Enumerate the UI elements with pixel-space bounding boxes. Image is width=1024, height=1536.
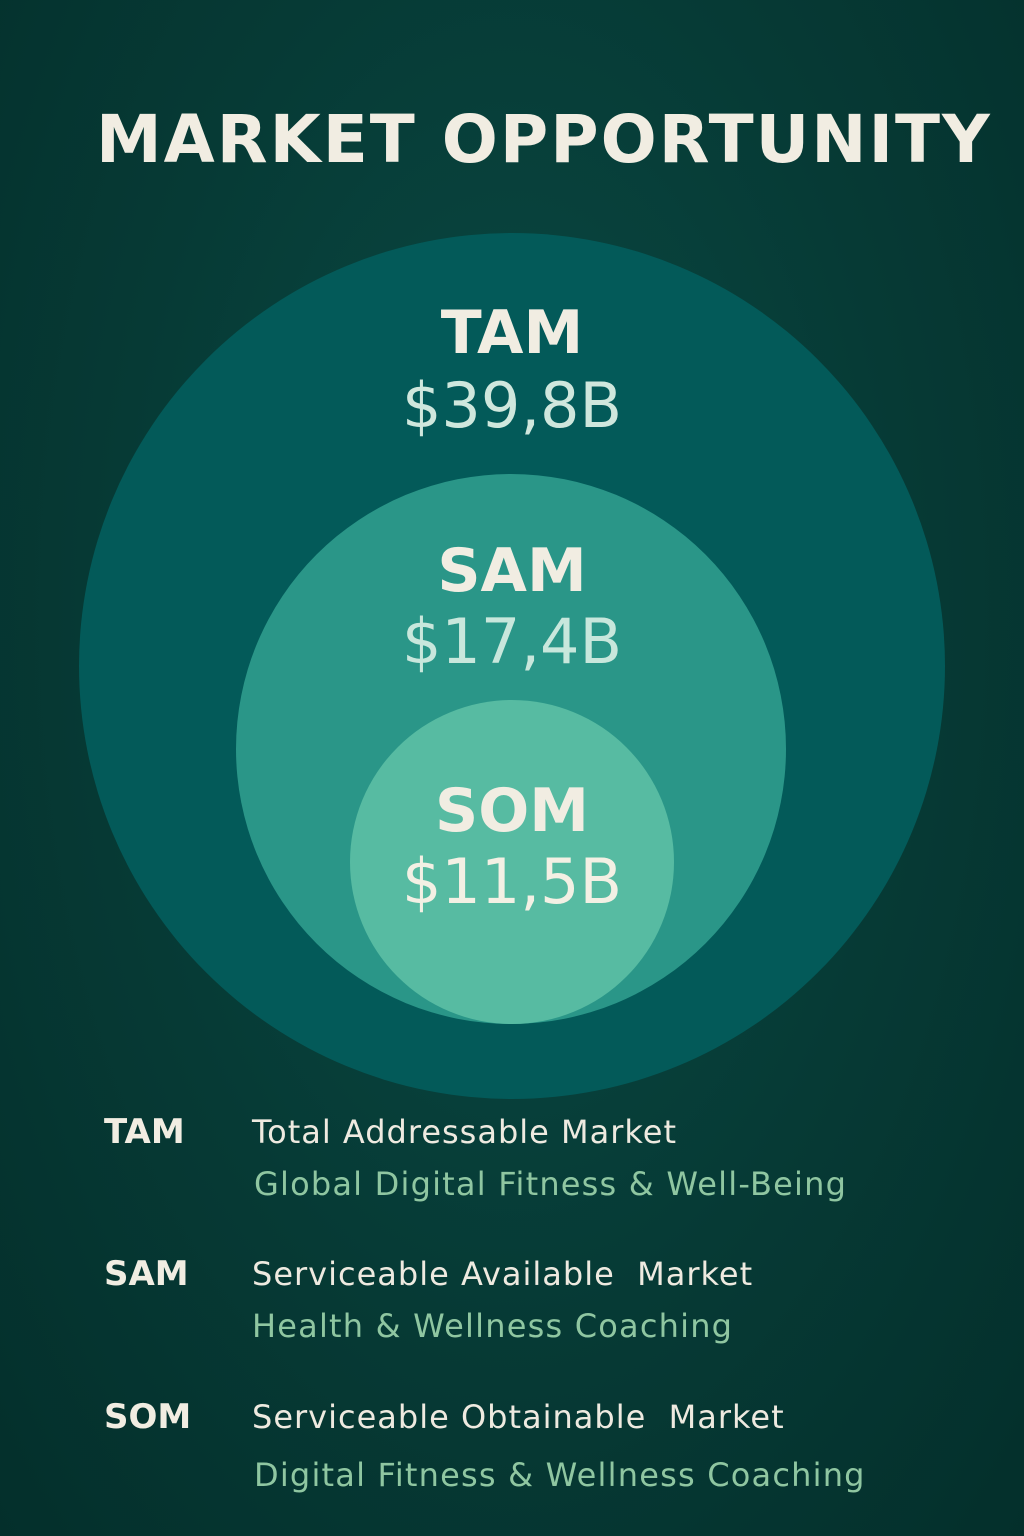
tam-value: $39,8B xyxy=(401,369,623,442)
legend-name: Total Addressable Market xyxy=(252,1113,678,1151)
legend-abbr: TAM xyxy=(104,1112,185,1152)
sam-label: SAM xyxy=(437,536,587,606)
tam-label: TAM xyxy=(440,298,584,368)
legend-row-som: SOM Serviceable Obtainable Market Digita… xyxy=(0,1397,1024,1497)
sam-value: $17,4B xyxy=(401,605,623,678)
legend-description: Digital Fitness & Wellness Coaching xyxy=(254,1456,866,1494)
som-circle xyxy=(350,700,674,1024)
legend-description: Global Digital Fitness & Well-Being xyxy=(254,1165,848,1203)
legend-abbr: SOM xyxy=(104,1397,192,1437)
page-title: MARKET OPPORTUNITY xyxy=(96,101,992,178)
som-value: $11,5B xyxy=(401,845,623,918)
legend-abbr: SAM xyxy=(104,1254,189,1294)
legend-name: Serviceable Obtainable Market xyxy=(252,1398,785,1436)
legend-row-sam: SAM Serviceable Available Market Health … xyxy=(0,1254,1024,1354)
legend-row-tam: TAM Total Addressable Market Global Digi… xyxy=(0,1112,1024,1212)
legend-name: Serviceable Available Market xyxy=(252,1255,754,1293)
som-label: SOM xyxy=(435,776,589,846)
legend-description: Health & Wellness Coaching xyxy=(252,1307,734,1345)
